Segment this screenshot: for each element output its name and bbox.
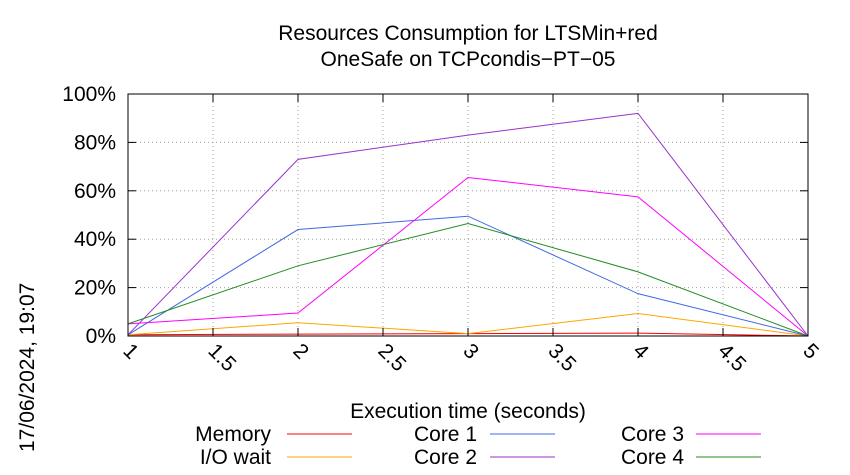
y-tick-label: 80% [74, 131, 116, 154]
x-tick-label: 4 [628, 339, 653, 364]
y-axis: 0% 20% 40% 60% 80% 100% [62, 83, 808, 348]
x-tick-label: 1.5 [203, 339, 240, 376]
x-axis-label: Execution time (seconds) [350, 400, 586, 423]
chart-title-line-2: OneSafe on TCPcondis−PT−05 [321, 48, 616, 71]
x-tick-label: 3.5 [543, 339, 580, 376]
series-line-core-4 [127, 222, 809, 337]
x-tick-label: 3 [458, 339, 483, 364]
y-tick-label: 20% [74, 277, 116, 300]
x-tick-label: 2 [288, 339, 313, 364]
legend-label: Core 1 [414, 423, 477, 446]
y-tick-label: 100% [62, 83, 116, 106]
x-tick-label: 4.5 [713, 339, 750, 376]
series-line-core-3 [127, 176, 809, 337]
series-line-core-1 [127, 215, 809, 337]
y-tick-label: 60% [74, 180, 116, 203]
x-tick-label: 5 [798, 339, 823, 364]
legend-label: Memory [195, 423, 271, 446]
legend-label: Core 3 [621, 423, 684, 446]
x-tick-label: 2.5 [373, 339, 410, 376]
legend-label: Core 4 [621, 446, 684, 469]
y-tick-label: 0% [86, 325, 116, 348]
y-tick-label: 40% [74, 228, 116, 251]
timestamp-stamp: 17/06/2024, 19:07 [16, 283, 39, 452]
series-line-core-2 [127, 112, 809, 337]
legend-label: Core 2 [414, 446, 477, 469]
legend-label: I/O wait [200, 446, 271, 469]
chart-title-line-1: Resources Consumption for LTSMin+red [278, 22, 658, 45]
grid [128, 94, 808, 336]
x-tick-label: 1 [118, 339, 143, 364]
